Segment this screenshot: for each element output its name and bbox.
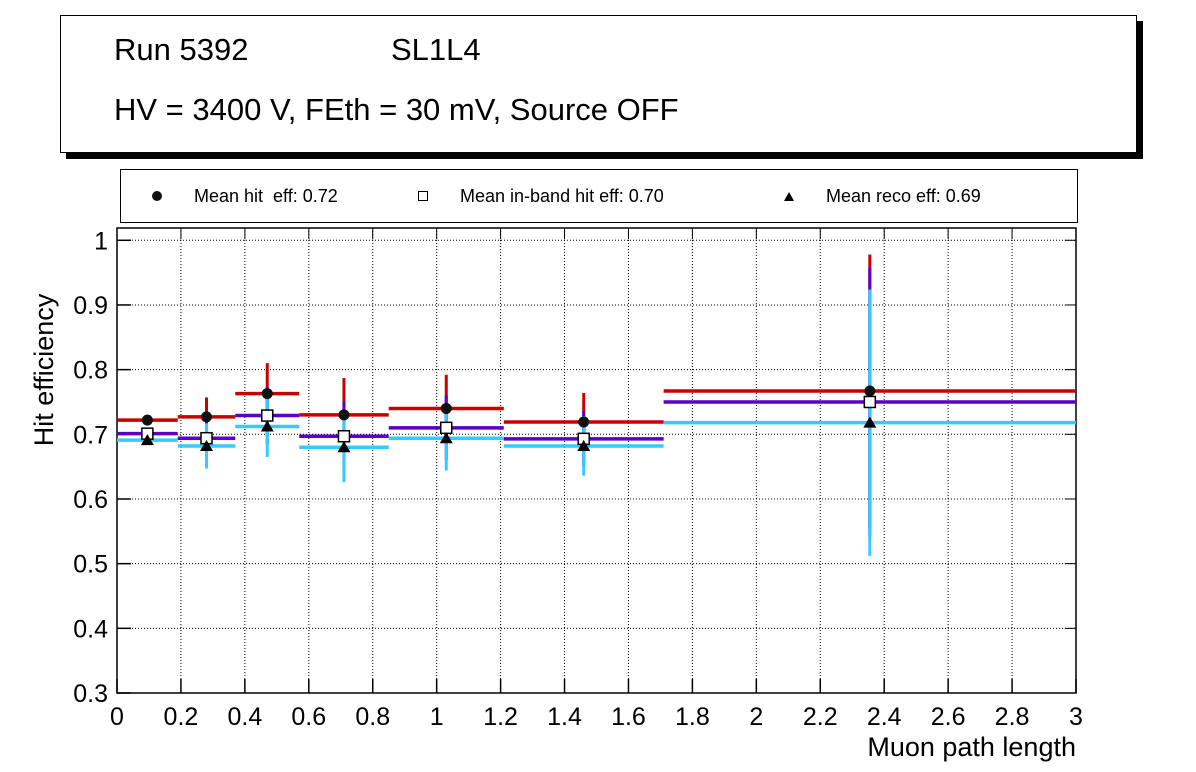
x-tick-label: 0.8 <box>355 703 390 731</box>
data-point-inband <box>337 429 351 443</box>
data-point-reco <box>140 434 154 446</box>
x-tick-label: 0.4 <box>227 703 262 731</box>
data-point-inband <box>440 421 453 435</box>
data-point-reco <box>260 420 274 432</box>
data-point-hit <box>261 388 273 400</box>
legend-entry-inband: Mean in-band hit eff: 0.70 <box>416 170 664 222</box>
y-tick-label: 0.8 <box>73 357 108 385</box>
data-point-hit <box>201 411 213 423</box>
data-point-reco <box>337 441 351 453</box>
x-tick-label: 2.6 <box>931 703 966 731</box>
x-tick-label: 1.4 <box>547 703 582 731</box>
data-point-reco <box>439 432 453 444</box>
x-tick-label: 1.2 <box>483 703 518 731</box>
data-point-hit <box>578 416 590 428</box>
x-tick-label: 2 <box>749 703 763 731</box>
legend: Mean hit eff: 0.72 Mean in-band hit eff:… <box>120 169 1078 223</box>
data-point-reco <box>200 439 214 451</box>
y-tick-label: 0.4 <box>73 615 108 643</box>
chamber-label: SL1L4 <box>391 32 481 67</box>
x-tick-label: 2.4 <box>867 703 902 731</box>
y-tick-label: 0.3 <box>73 680 108 708</box>
x-axis-title: Muon path length <box>867 732 1076 762</box>
y-axis-title: Hit efficiency <box>29 293 59 446</box>
x-tick-label: 0 <box>110 703 124 731</box>
legend-entry-reco: Mean reco eff: 0.69 <box>782 170 981 222</box>
legend-label-reco: Mean reco eff: 0.69 <box>826 185 981 206</box>
x-tick-label: 2.8 <box>995 703 1030 731</box>
data-point-hit <box>338 409 350 421</box>
data-point-reco <box>863 416 877 428</box>
y-tick-label: 0.5 <box>73 551 108 579</box>
y-tick-label: 0.6 <box>73 486 108 514</box>
filled-circle-icon <box>150 189 164 203</box>
filled-triangle-icon <box>782 189 796 203</box>
x-tick-label: 2.2 <box>803 703 838 731</box>
run-label: Run 5392 <box>114 32 249 67</box>
x-tick-label: 3 <box>1069 703 1083 731</box>
x-tick-label: 1.6 <box>611 703 646 731</box>
x-tick-label: 1 <box>430 703 444 731</box>
conditions-label: HV = 3400 V, FEth = 30 mV, Source OFF <box>114 92 679 127</box>
y-tick-label: 1 <box>94 227 108 255</box>
x-tick-label: 1.8 <box>675 703 710 731</box>
legend-label-hit: Mean hit eff: 0.72 <box>194 185 338 206</box>
title-pave: Run 5392 SL1L4 HV = 3400 V, FEth = 30 mV… <box>60 15 1137 153</box>
data-point-hit <box>440 402 452 414</box>
open-square-icon <box>416 189 430 203</box>
legend-label-inband: Mean in-band hit eff: 0.70 <box>460 185 664 206</box>
data-point-hit <box>864 385 876 397</box>
plot-frame <box>116 227 1077 694</box>
data-point-inband <box>260 409 274 422</box>
data-point-reco <box>577 439 591 451</box>
legend-entry-hit: Mean hit eff: 0.72 <box>150 170 338 222</box>
data-point-hit <box>141 414 153 426</box>
data-point-inband <box>863 395 877 409</box>
x-tick-label: 0.2 <box>164 703 199 731</box>
x-tick-label: 0.6 <box>291 703 326 731</box>
y-tick-label: 0.7 <box>73 421 108 449</box>
y-tick-label: 0.9 <box>73 292 108 320</box>
